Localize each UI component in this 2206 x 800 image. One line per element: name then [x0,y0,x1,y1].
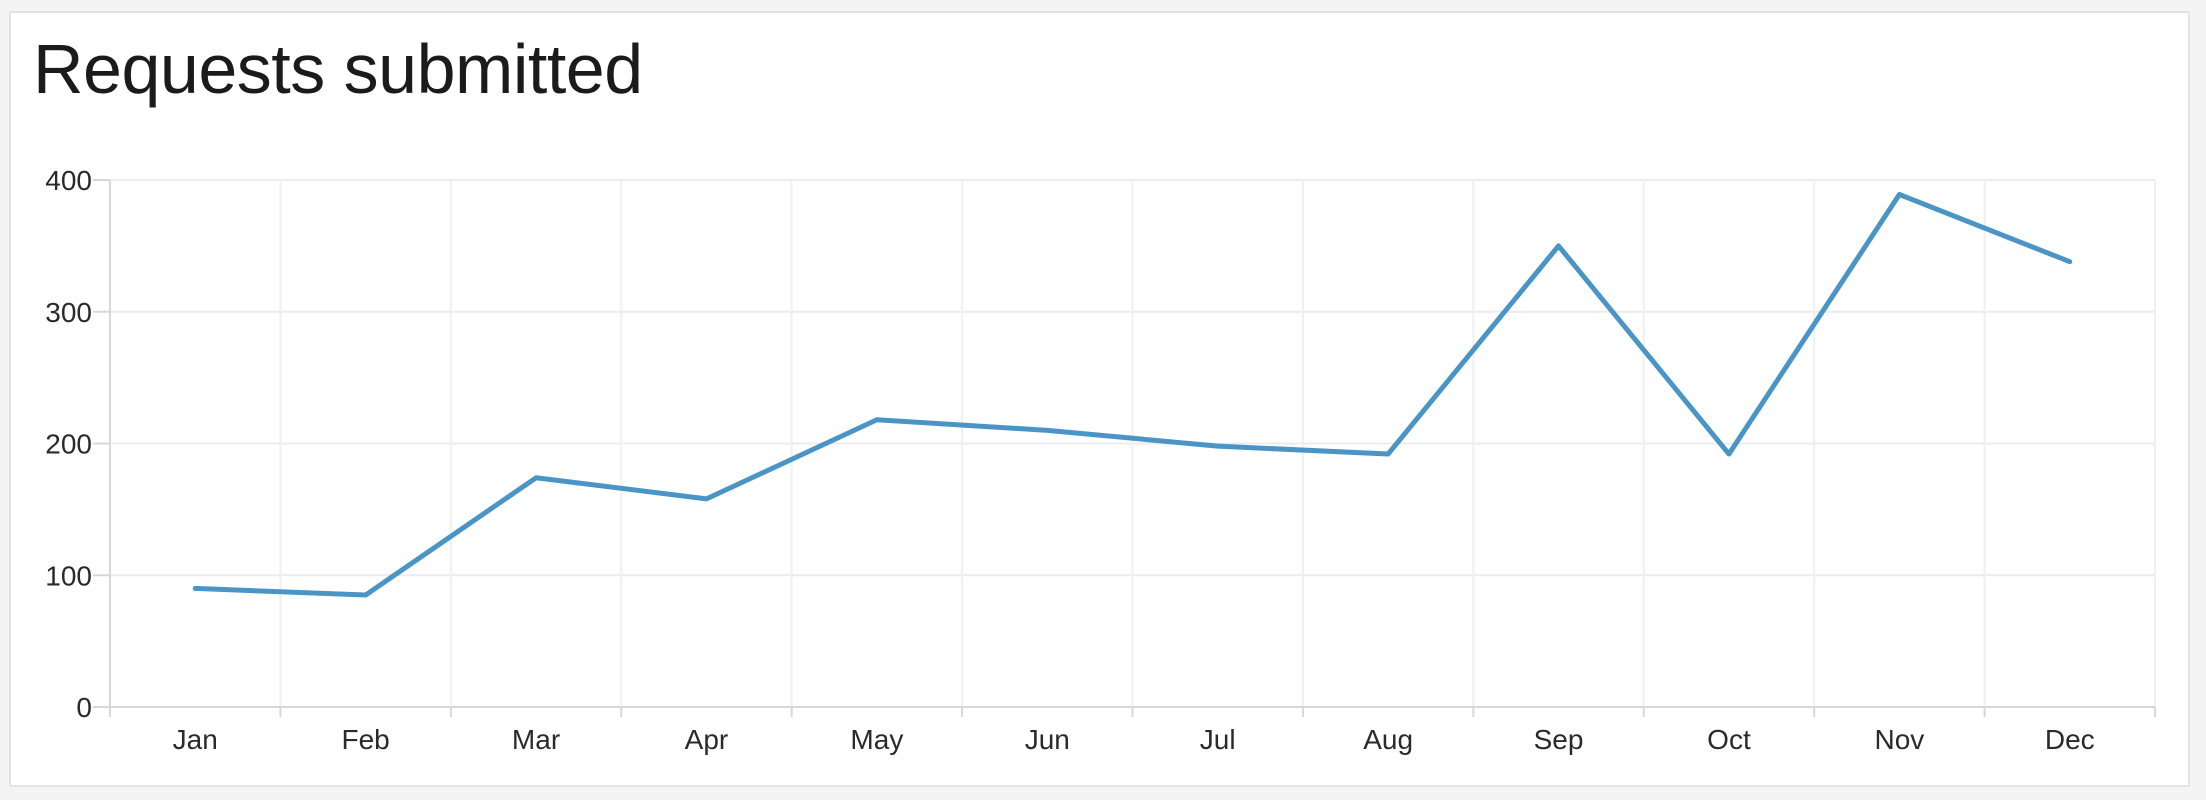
chart-title: Requests submitted [33,30,643,108]
y-axis-tick-label: 100 [45,560,92,591]
x-axis-tick-label: May [850,724,903,755]
y-axis-tick-label: 300 [45,297,92,328]
x-axis-tick-label: Jan [173,724,218,755]
x-axis-tick-label: Feb [342,724,390,755]
x-axis-tick-label: Jun [1025,724,1070,755]
x-axis-tick-label: Jul [1200,724,1236,755]
x-axis-tick-label: Dec [2045,724,2095,755]
y-axis-tick-label: 200 [45,429,92,460]
x-axis-tick-label: Aug [1363,724,1413,755]
data-line [192,191,2073,598]
x-axis-tick-label: Sep [1534,724,1584,755]
x-axis-tick-label: Nov [1874,724,1924,755]
chart-card [9,11,2190,787]
y-axis-tick-label: 0 [76,692,92,723]
x-axis-tick-label: Mar [512,724,560,755]
x-axis-tick-label: Oct [1707,724,1751,755]
x-axis-tick-label: Apr [685,724,729,755]
y-axis-tick-label: 400 [45,165,92,196]
